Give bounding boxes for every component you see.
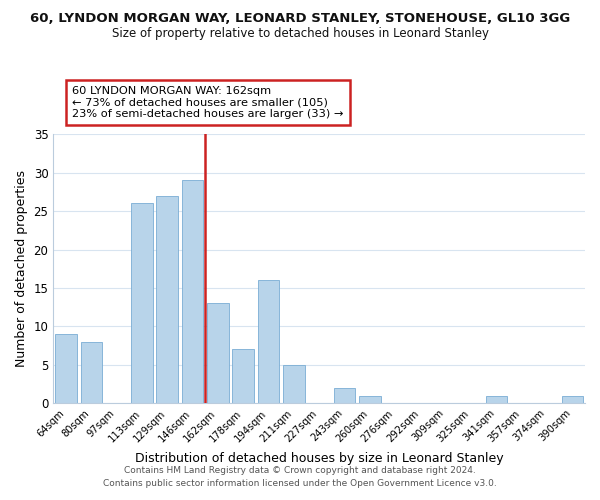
Bar: [334, 388, 355, 403]
Y-axis label: Number of detached properties: Number of detached properties: [15, 170, 28, 367]
X-axis label: Distribution of detached houses by size in Leonard Stanley: Distribution of detached houses by size …: [135, 452, 503, 465]
Bar: [182, 180, 203, 403]
Text: Size of property relative to detached houses in Leonard Stanley: Size of property relative to detached ho…: [112, 28, 488, 40]
Bar: [131, 204, 152, 403]
Bar: [80, 342, 102, 403]
Bar: [55, 334, 77, 403]
Text: 60, LYNDON MORGAN WAY, LEONARD STANLEY, STONEHOUSE, GL10 3GG: 60, LYNDON MORGAN WAY, LEONARD STANLEY, …: [30, 12, 570, 26]
Bar: [232, 350, 254, 403]
Bar: [562, 396, 583, 403]
Bar: [157, 196, 178, 403]
Bar: [258, 280, 279, 403]
Bar: [485, 396, 507, 403]
Text: 60 LYNDON MORGAN WAY: 162sqm
← 73% of detached houses are smaller (105)
23% of s: 60 LYNDON MORGAN WAY: 162sqm ← 73% of de…: [72, 86, 343, 119]
Bar: [207, 304, 229, 403]
Bar: [359, 396, 380, 403]
Bar: [283, 365, 305, 403]
Text: Contains HM Land Registry data © Crown copyright and database right 2024.
Contai: Contains HM Land Registry data © Crown c…: [103, 466, 497, 487]
